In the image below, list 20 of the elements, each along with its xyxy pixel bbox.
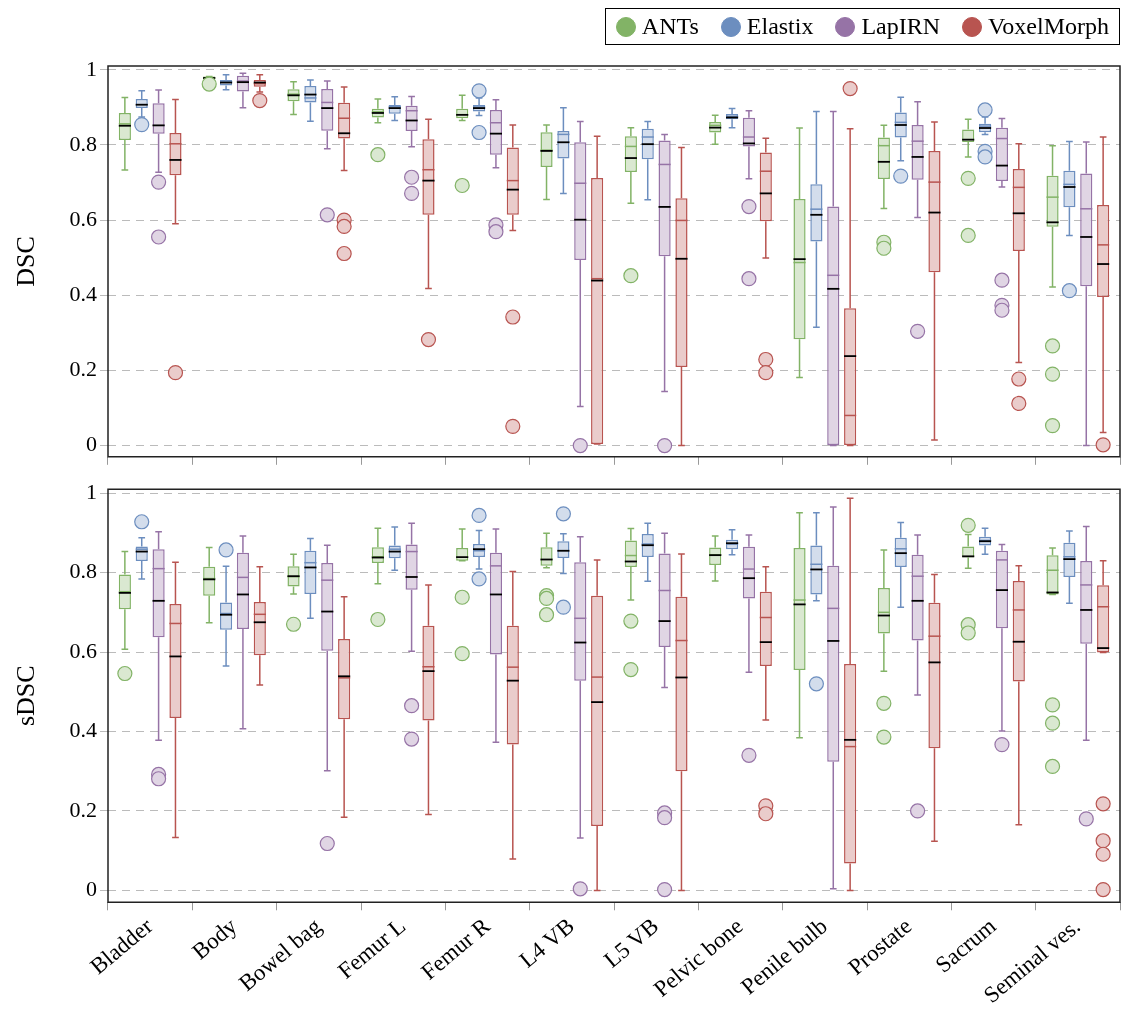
y-tick-label: 0.8 — [69, 558, 97, 584]
y-tick-label: 0 — [86, 431, 97, 457]
x-tick-label: L5 VB — [599, 913, 664, 973]
legend-label: VoxelMorph — [988, 13, 1109, 40]
y-tick-label: 0.6 — [69, 637, 97, 663]
legend-label: LapIRN — [861, 13, 941, 40]
y-tick-label: 1 — [86, 478, 97, 504]
y-axis-title: sDSC — [11, 665, 41, 727]
y-tick-label: 1 — [86, 55, 97, 81]
y-tick-label: 0.6 — [69, 205, 97, 231]
x-tick-label: L4 VB — [514, 913, 579, 973]
y-axis-title: DSC — [11, 236, 41, 287]
y-tick-label: 0.8 — [69, 130, 97, 156]
y-tick-label: 0.2 — [69, 356, 97, 382]
legend-label: Elastix — [746, 13, 814, 40]
legend-label: ANTs — [641, 13, 699, 40]
y-tick-label: 0 — [86, 876, 97, 902]
y-tick-label: 0.4 — [69, 281, 97, 306]
y-tick-label: 0.4 — [69, 717, 97, 743]
y-tick-label: 0.2 — [69, 796, 97, 822]
